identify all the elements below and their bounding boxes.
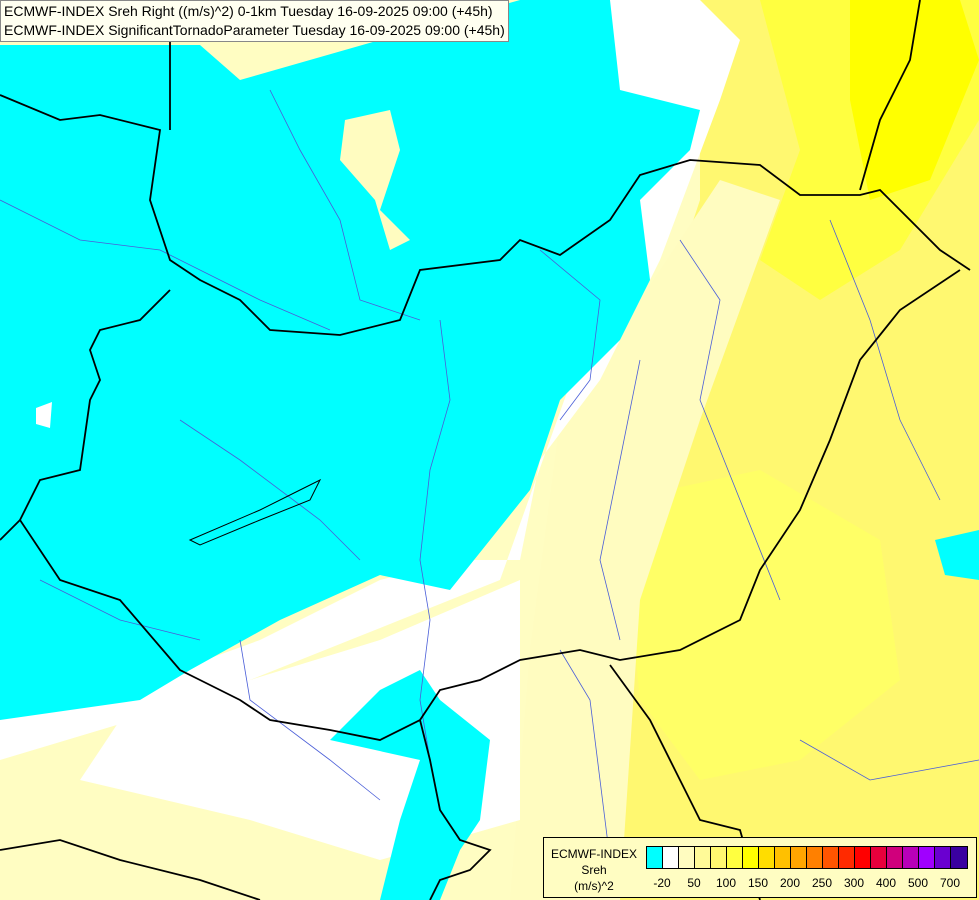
field-yellow-core bbox=[850, 0, 979, 200]
color-bar-ticks: -20 50 100 150 200 250 300 400 500 700 bbox=[646, 876, 968, 892]
field-cyan-south bbox=[330, 670, 490, 900]
color-swatch bbox=[807, 847, 823, 868]
tick-label: 150 bbox=[747, 876, 769, 890]
color-swatch bbox=[775, 847, 791, 868]
tick-label: 250 bbox=[811, 876, 833, 890]
color-swatch bbox=[695, 847, 711, 868]
color-swatch bbox=[919, 847, 935, 868]
color-legend: ECMWF-INDEX Sreh (m/s)^2 -20 50 100 150 200 2… bbox=[543, 837, 977, 898]
color-swatch bbox=[679, 847, 695, 868]
tick-label: 400 bbox=[875, 876, 897, 890]
color-swatch bbox=[647, 847, 663, 868]
color-swatch bbox=[791, 847, 807, 868]
map-title: ECMWF-INDEX Sreh Right ((m/s)^2) 0-1km T… bbox=[0, 0, 509, 42]
title-line-sreh: ECMWF-INDEX Sreh Right ((m/s)^2) 0-1km T… bbox=[4, 3, 493, 19]
legend-variable: Sreh bbox=[581, 863, 607, 877]
tick-label: -20 bbox=[653, 876, 671, 890]
legend-source: ECMWF-INDEX bbox=[551, 847, 637, 861]
field-white-hole bbox=[36, 402, 52, 428]
tick-label: 300 bbox=[843, 876, 865, 890]
color-swatch bbox=[743, 847, 759, 868]
color-swatch bbox=[855, 847, 871, 868]
color-swatch bbox=[903, 847, 919, 868]
field-white bbox=[0, 0, 740, 760]
tick-label: 100 bbox=[715, 876, 737, 890]
field-yellow-mid bbox=[620, 470, 900, 780]
color-swatch bbox=[727, 847, 743, 868]
color-swatch bbox=[887, 847, 903, 868]
tick-label: 200 bbox=[779, 876, 801, 890]
tick-label: 700 bbox=[939, 876, 961, 890]
tick-label: 500 bbox=[907, 876, 929, 890]
color-swatch bbox=[839, 847, 855, 868]
color-bar bbox=[646, 846, 968, 869]
field-cyan-main bbox=[0, 0, 700, 720]
color-swatch bbox=[871, 847, 887, 868]
legend-title: ECMWF-INDEX Sreh (m/s)^2 bbox=[548, 846, 640, 894]
field-pale-hole bbox=[340, 110, 410, 250]
color-swatch bbox=[663, 847, 679, 868]
color-swatch bbox=[823, 847, 839, 868]
color-swatch bbox=[935, 847, 951, 868]
rivers bbox=[0, 89, 979, 861]
color-swatch bbox=[951, 847, 967, 868]
title-line-stp: ECMWF-INDEX SignificantTornadoParameter … bbox=[4, 22, 505, 38]
field-pale-band bbox=[510, 180, 780, 900]
legend-unit: (m/s)^2 bbox=[574, 879, 614, 893]
field-cyan-east bbox=[935, 530, 979, 580]
color-swatch bbox=[759, 847, 775, 868]
color-swatch bbox=[711, 847, 727, 868]
tick-label: 50 bbox=[687, 876, 701, 890]
